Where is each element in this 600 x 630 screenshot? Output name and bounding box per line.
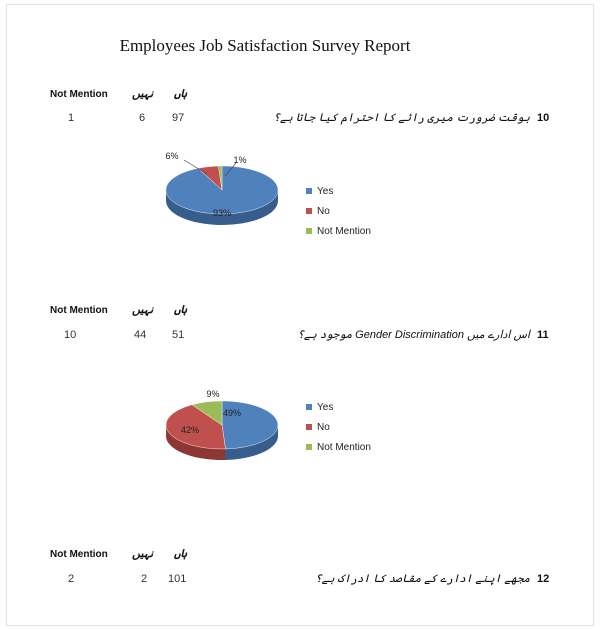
legend-label-no: No [317,421,330,433]
data-label-not-mention: 1% [233,155,246,165]
count-yes: 101 [168,573,187,585]
leader-line-not-mention [224,162,237,177]
leader-line-no [183,159,208,175]
pie-slice-yes [165,165,279,215]
pie-chart-q10: 93% 6% 1% [165,152,279,225]
legend-item-no: No [306,417,371,437]
page-frame [6,4,594,626]
data-label-yes: 49% [223,408,241,418]
question-number: 10 [537,112,550,124]
legend-swatch-not-mention [306,228,312,234]
question-text: بوقت ضرورت میری رائے کا احترام کیا جاتا … [273,112,530,124]
count-no: 44 [134,329,147,341]
header-not-mention: Not Mention [50,549,108,560]
legend-q10: Yes No Not Mention [306,181,371,241]
count-not-mention: 10 [64,329,77,341]
pie-slice-not-mention [191,400,223,426]
count-yes: 97 [172,112,185,124]
legend-label-not-mention: Not Mention [317,225,371,237]
header-yes: ہاں [174,304,187,316]
header-no: نہیں [132,548,154,560]
legend-label-yes: Yes [317,185,334,197]
question-number: 12 [537,573,550,585]
report-title: Employees Job Satisfaction Survey Report [119,36,411,55]
legend-swatch-no [306,208,312,214]
pie-slice-not-mention [218,165,223,191]
data-label-no: 42% [181,425,199,435]
legend-item-yes: Yes [306,181,371,201]
legend-item-not-mention: Not Mention [306,437,371,457]
legend-q11: Yes No Not Mention [306,397,371,457]
legend-swatch-yes [306,404,312,410]
question-text: مجھے اپنے ادارے کے مقاصد کا ادراک ہے؟ [315,573,530,585]
count-no: 2 [141,573,148,585]
pie-slice-no [165,404,226,450]
pie-side-yes [166,190,278,225]
pie-chart-q11: 49% 42% 9% [165,389,279,460]
header-not-mention: Not Mention [50,305,108,316]
legend-label-not-mention: Not Mention [317,441,371,453]
question-number: 11 [537,329,549,341]
data-label-yes: 93% [213,208,231,218]
count-no: 6 [139,112,146,124]
legend-item-yes: Yes [306,397,371,417]
pie-side-no [166,426,226,460]
pie-slice-yes [221,400,279,450]
legend-swatch-yes [306,188,312,194]
data-label-not-mention: 9% [206,389,219,399]
legend-item-no: No [306,201,371,221]
header-yes: ہاں [174,88,187,100]
question-text: اس ادارے میں Gender Discrimination موجود… [297,329,530,341]
legend-swatch-no [306,424,312,430]
header-yes: ہاں [174,548,187,560]
data-label-no: 6% [165,152,178,161]
count-not-mention: 2 [68,573,75,585]
header-no: نہیں [132,88,154,100]
legend-swatch-not-mention [306,444,312,450]
count-yes: 51 [172,329,185,341]
legend-label-no: No [317,205,330,217]
header-no: نہیں [132,304,154,316]
legend-label-yes: Yes [317,401,334,413]
count-not-mention: 1 [68,112,75,124]
header-not-mention: Not Mention [50,89,108,100]
pie-side-yes [225,426,278,460]
legend-item-not-mention: Not Mention [306,221,371,241]
